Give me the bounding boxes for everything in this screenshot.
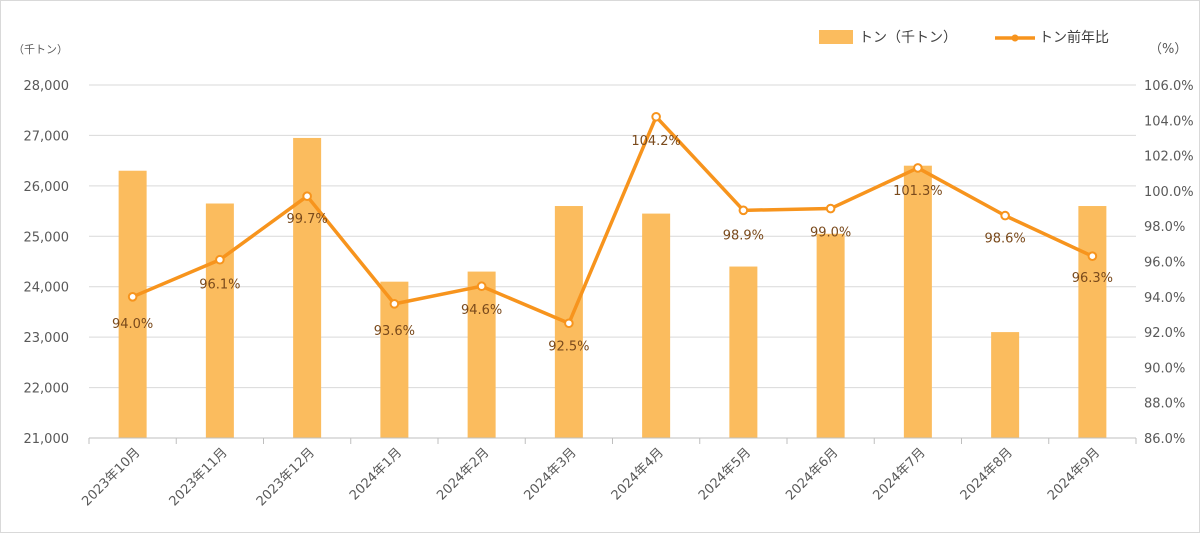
line-point	[302, 191, 312, 201]
line-point	[1000, 210, 1010, 221]
line-point	[651, 111, 661, 122]
bar	[293, 137, 322, 438]
line-data-label: 99.0%	[810, 226, 851, 241]
line-data-label: 104.2%	[631, 134, 681, 149]
y-right-tick-label: 90.0%	[1144, 361, 1185, 376]
x-tick-label: 2024年9月	[1045, 445, 1103, 503]
x-tick-label: 2024年5月	[696, 445, 754, 503]
bar	[816, 233, 845, 438]
line-point	[738, 205, 749, 216]
y-left-tick-label: 27,000	[24, 129, 70, 144]
x-axis: 2023年10月 2023年11月 2023年12月 2024年1月 2024年2月 20…	[79, 437, 1137, 509]
x-tick-label: 2023年12月	[254, 445, 318, 509]
line-data-label: 94.0%	[112, 317, 153, 332]
y-right-tick-label: 102.0%	[1144, 150, 1194, 165]
line-data-label: 92.5%	[548, 339, 589, 354]
line-point	[825, 203, 836, 214]
bar	[991, 332, 1020, 438]
x-tick-label: 2024年2月	[434, 445, 492, 503]
line-data-label: 93.6%	[374, 324, 415, 339]
bar	[118, 170, 147, 438]
y-right-tick-label: 106.0%	[1144, 79, 1194, 94]
bar	[205, 203, 234, 438]
line-data-label: 98.9%	[723, 228, 764, 243]
bar	[1078, 206, 1107, 438]
bar	[729, 266, 758, 438]
y-left-tick-label: 26,000	[24, 180, 70, 195]
y-axis-left: 21,000 22,000 23,000 24,000 25,000 26,000 27,0…	[13, 43, 69, 447]
y-right-tick-label: 100.0%	[1144, 185, 1194, 200]
line-data-label: 101.3%	[893, 184, 943, 199]
legend-swatch-marker	[1011, 34, 1019, 42]
y-right-unit-label: （%）	[1149, 42, 1187, 57]
y-right-tick-label: 104.0%	[1144, 114, 1194, 129]
legend-label-bar: トン（千トン）	[859, 30, 957, 46]
x-tick-label: 2024年4月	[609, 445, 667, 503]
x-tick-label: 2023年10月	[79, 445, 143, 509]
y-left-tick-label: 23,000	[24, 331, 70, 346]
x-tick-label: 2024年7月	[870, 445, 928, 503]
line-data-label: 96.1%	[199, 278, 240, 293]
legend-label-line: トン前年比	[1039, 29, 1109, 46]
line-path	[130, 115, 1095, 326]
x-tick-label: 2024年3月	[521, 445, 579, 503]
x-tick-label: 2024年8月	[958, 445, 1016, 503]
line-data-label: 96.3%	[1072, 271, 1113, 286]
line-point	[476, 281, 487, 292]
y-left-tick-label: 25,000	[24, 230, 70, 245]
bar	[903, 165, 932, 438]
y-left-tick-label: 28,000	[24, 79, 70, 94]
y-left-tick-label: 22,000	[24, 382, 70, 397]
line-point	[564, 318, 574, 329]
y-right-tick-label: 86.0%	[1144, 432, 1185, 447]
legend-swatch-bar	[819, 30, 853, 44]
x-tick-label: 2024年6月	[783, 445, 841, 503]
y-left-unit-label: （千トン）	[13, 43, 68, 56]
x-tick-label: 2023年11月	[167, 445, 231, 509]
line-point	[127, 292, 138, 302]
line-point	[389, 299, 400, 309]
y-right-tick-label: 88.0%	[1144, 397, 1185, 412]
y-right-tick-label: 96.0%	[1144, 256, 1185, 271]
line-data-label: 98.6%	[984, 232, 1025, 247]
bar	[642, 213, 671, 438]
line-point	[913, 163, 923, 173]
line-point	[1087, 251, 1098, 262]
line-data-label: 99.7%	[286, 212, 327, 227]
line-point	[215, 254, 225, 265]
y-left-tick-label: 24,000	[24, 281, 70, 296]
line-data-label: 94.6%	[461, 303, 502, 318]
y-right-tick-label: 92.0%	[1144, 326, 1185, 341]
y-axis-right: 86.0% 88.0% 90.0% 92.0% 94.0% 96.0% 98.0% 100.0…	[1144, 42, 1194, 447]
gridlines	[89, 84, 1136, 389]
bar	[467, 271, 496, 438]
x-tick-label: 2024年1月	[347, 445, 405, 503]
legend: トン（千トン） トン前年比	[819, 29, 1109, 46]
y-right-tick-label: 94.0%	[1144, 291, 1185, 306]
y-left-tick-label: 21,000	[24, 432, 70, 447]
y-right-tick-label: 98.0%	[1144, 220, 1185, 235]
bar-series	[118, 137, 1107, 438]
line-series: 94.0% 96.1% 99.7% 93.6% 94.6% 92.5% 104.2% 98.9…	[112, 111, 1113, 354]
